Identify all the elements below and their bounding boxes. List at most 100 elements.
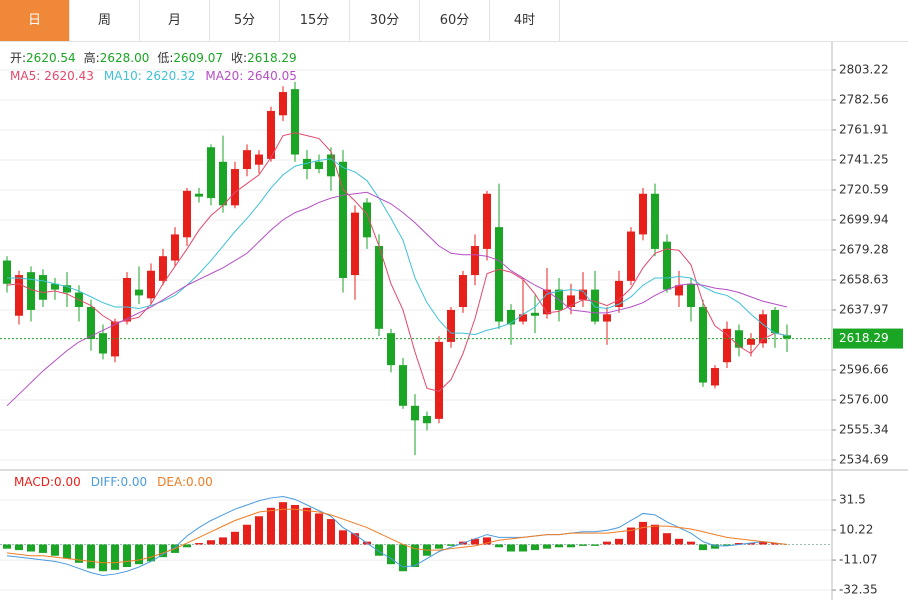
candle-body xyxy=(675,285,683,296)
period-tab[interactable]: 60分 xyxy=(420,0,490,41)
current-price-box xyxy=(833,328,903,349)
macd-bar xyxy=(111,544,119,570)
macd-bar xyxy=(87,544,95,569)
macd-bar xyxy=(39,544,47,553)
candle-body xyxy=(183,190,191,238)
macd-bar xyxy=(243,524,251,545)
macd-bar xyxy=(435,544,443,549)
ma-legend-value: 2620.43 xyxy=(44,69,94,83)
macd-bar xyxy=(231,531,239,545)
ma-line xyxy=(6,132,788,392)
macd-bar xyxy=(687,541,695,545)
macd-bar xyxy=(159,544,167,558)
info-value: 2609.07 xyxy=(173,51,223,65)
candle-body xyxy=(243,150,251,170)
y-tick-label: 2576.00 xyxy=(839,392,889,406)
y-tick-label: 2803.22 xyxy=(839,62,889,76)
macd-legend-label: MACD: xyxy=(14,475,54,489)
y-tick-label: 2555.34 xyxy=(839,422,889,436)
candle-body xyxy=(771,309,779,334)
ma-legend-name: MA20: xyxy=(205,69,243,83)
period-tab[interactable]: 4时 xyxy=(490,0,560,41)
ma-line xyxy=(7,158,788,337)
candle-body xyxy=(63,285,71,293)
candle-body xyxy=(435,341,443,419)
candle-body xyxy=(531,312,539,316)
period-tab[interactable]: 15分 xyxy=(280,0,350,41)
candle-body xyxy=(423,415,431,424)
macd-bar xyxy=(183,544,191,548)
current-price-label: 2618.29 xyxy=(839,331,889,345)
y-tick-label: 2761.91 xyxy=(839,122,889,136)
candle-body xyxy=(615,280,623,308)
candle-body xyxy=(759,314,767,344)
period-tab[interactable]: 月 xyxy=(140,0,210,41)
macd-legend-value: 0.00 xyxy=(186,475,213,489)
y-tick-label: 2720.59 xyxy=(839,182,889,196)
y-tick-label: 31.5 xyxy=(839,493,866,507)
y-tick-label: 2658.63 xyxy=(839,272,889,286)
period-tab[interactable]: 30分 xyxy=(350,0,420,41)
macd-bar xyxy=(99,544,107,572)
info-label: 开: xyxy=(10,51,26,65)
macd-bar xyxy=(315,513,323,545)
candle-body xyxy=(459,275,467,308)
macd-bar xyxy=(339,530,347,545)
candle-body xyxy=(735,330,743,348)
macd-bar xyxy=(759,541,767,545)
ma-legend-value: 2620.32 xyxy=(146,69,196,83)
macd-bar xyxy=(207,540,215,545)
macd-bar xyxy=(255,516,263,545)
macd-bar xyxy=(747,543,755,545)
candle-body xyxy=(27,272,35,310)
info-value: 2620.54 xyxy=(26,51,76,65)
period-tab[interactable]: 5分 xyxy=(210,0,280,41)
macd-bar xyxy=(75,544,83,563)
macd-bar xyxy=(711,544,719,549)
candle-body xyxy=(339,161,347,278)
candle-body xyxy=(375,246,383,329)
macd-bar xyxy=(291,504,299,545)
candle-body xyxy=(195,193,203,197)
candle-body xyxy=(711,368,719,386)
candle-body xyxy=(579,289,587,300)
macd-bar xyxy=(27,544,35,552)
candle-body xyxy=(39,275,47,300)
macd-bar xyxy=(567,544,575,548)
ohlc-info: 开:2620.54 高:2628.00 低:2609.07 收:2618.29 xyxy=(10,50,297,65)
candle-body xyxy=(315,161,323,170)
candle-body xyxy=(519,314,527,322)
y-tick-label: -32.35 xyxy=(839,583,878,597)
macd-bar xyxy=(135,544,143,565)
candle-body xyxy=(627,231,635,281)
candle-body xyxy=(159,256,167,281)
candle-body xyxy=(3,260,11,284)
macd-bar xyxy=(723,544,731,546)
candle-body xyxy=(327,154,335,177)
candle-body xyxy=(255,154,263,165)
macd-bar xyxy=(471,538,479,545)
candle-body xyxy=(123,277,131,322)
macd-bar xyxy=(639,521,647,545)
y-tick-label: -11.07 xyxy=(839,553,878,567)
period-tab[interactable]: 周 xyxy=(70,0,140,41)
macd-bar xyxy=(3,544,11,549)
candle-body xyxy=(495,227,503,322)
y-tick-label: 10.22 xyxy=(839,523,873,537)
macd-bar xyxy=(735,543,743,545)
macd-legend-value: 0.00 xyxy=(120,475,147,489)
period-tab[interactable]: 日 xyxy=(0,0,70,41)
macd-bar xyxy=(591,544,599,546)
candle-body xyxy=(363,202,371,238)
macd-bar xyxy=(699,544,707,551)
macd-bar xyxy=(579,544,587,546)
macd-bar xyxy=(771,543,779,545)
macd-bar xyxy=(147,544,155,562)
macd-bar xyxy=(543,544,551,549)
y-tick-label: 2782.56 xyxy=(839,92,889,106)
ma-legend: MA5: 2620.43 MA10: 2620.32 MA20: 2640.05 xyxy=(10,69,297,83)
candle-body xyxy=(231,169,239,206)
macd-bar xyxy=(603,541,611,545)
macd-legend: MACD:0.00 DIFF:0.00 DEA:0.00 xyxy=(14,475,213,489)
candle-body xyxy=(639,193,647,235)
